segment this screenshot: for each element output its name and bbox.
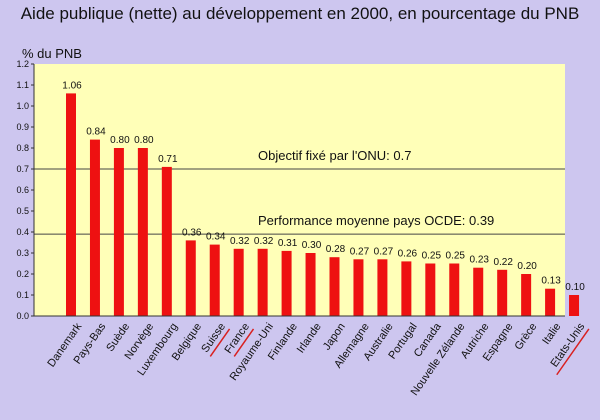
x-tick-group: Italie xyxy=(540,321,563,347)
y-tick-label: 0.2 xyxy=(16,269,29,279)
bar xyxy=(425,263,436,316)
bar xyxy=(89,139,100,316)
chart-title: Aide publique (nette) au développement e… xyxy=(20,4,580,23)
bar xyxy=(233,248,244,316)
x-tick-label: Grèce xyxy=(512,321,539,352)
y-tick-label: 0.4 xyxy=(16,227,29,237)
bar xyxy=(161,166,172,316)
value-label: 0.25 xyxy=(422,251,442,262)
value-label: 0.27 xyxy=(374,246,394,257)
y-tick-label: 0.6 xyxy=(16,185,29,195)
bar xyxy=(113,148,124,316)
value-label: 0.32 xyxy=(254,236,274,247)
y-axis-label: % du PNB xyxy=(22,46,82,61)
value-label: 0.27 xyxy=(350,246,370,257)
value-label: 0.20 xyxy=(517,261,537,272)
bar xyxy=(305,253,316,316)
bar xyxy=(353,259,364,316)
y-tick-label: 0.3 xyxy=(16,248,29,258)
bar xyxy=(377,259,388,316)
y-tick-label: 0.1 xyxy=(16,290,29,300)
y-tick-label: 0.5 xyxy=(16,206,29,216)
y-tick-label: 0.9 xyxy=(16,122,29,132)
bar xyxy=(545,288,556,316)
reference-line-label: Objectif fixé par l'ONU: 0.7 xyxy=(258,148,411,163)
y-axis-ticks: 0.0 0.1 0.2 0.3 0.4 0.5 0.6 0.7 0.8 0.9 1.0 1.1 1.2 xyxy=(16,59,34,321)
x-tick-underline xyxy=(209,328,231,357)
plot-area xyxy=(34,64,565,316)
bar xyxy=(66,93,76,317)
bar xyxy=(209,244,220,316)
x-tick-label: Italie xyxy=(540,321,563,347)
value-labels: 1.06 0.84 0.80 0.80 0.71 0.36 0.34 0.32 0.32 0.31… xyxy=(62,80,585,293)
value-label: 0.22 xyxy=(493,257,513,268)
bar xyxy=(401,261,412,316)
x-tick-underline xyxy=(233,328,255,357)
value-label: 1.06 xyxy=(62,80,82,91)
y-tick-label: 1.0 xyxy=(16,101,29,111)
x-tick-group: Irlande xyxy=(295,321,324,355)
bar xyxy=(521,274,532,316)
bar xyxy=(257,248,268,316)
bars xyxy=(66,93,580,317)
value-label: 0.80 xyxy=(110,135,130,146)
x-axis-labels: DanemarkPays-BasSuèdeNorvègeLuxembourgBe… xyxy=(45,320,590,398)
value-label: 0.23 xyxy=(469,255,489,266)
x-tick-underline xyxy=(556,328,590,376)
y-tick-label: 0.8 xyxy=(16,143,29,153)
y-tick-label: 1.2 xyxy=(16,59,29,69)
x-tick-group: Grèce xyxy=(512,321,539,352)
bar xyxy=(329,257,340,316)
value-label: 0.36 xyxy=(182,227,202,238)
value-label: 0.26 xyxy=(398,248,418,259)
value-label: 0.71 xyxy=(158,154,178,165)
value-label: 0.10 xyxy=(565,282,585,293)
bar xyxy=(449,263,460,316)
bar xyxy=(497,269,508,316)
y-tick-label: 1.1 xyxy=(16,80,29,90)
value-label: 0.84 xyxy=(86,127,106,138)
value-label: 0.25 xyxy=(446,251,466,262)
value-label: 0.32 xyxy=(230,236,250,247)
bar xyxy=(281,250,292,316)
value-label: 0.34 xyxy=(206,232,226,243)
y-tick-label: 0.7 xyxy=(16,164,29,174)
bar xyxy=(185,240,196,316)
value-label: 0.31 xyxy=(278,238,298,249)
bar xyxy=(137,148,148,316)
value-label: 0.30 xyxy=(302,240,322,251)
reference-line-label: Performance moyenne pays OCDE: 0.39 xyxy=(258,213,494,228)
x-tick-label: Irlande xyxy=(295,321,324,355)
bar xyxy=(569,295,580,316)
value-label: 0.28 xyxy=(326,244,346,255)
value-label: 0.13 xyxy=(541,276,561,287)
y-tick-label: 0.0 xyxy=(16,311,29,321)
bar xyxy=(473,267,484,316)
value-label: 0.80 xyxy=(134,135,154,146)
